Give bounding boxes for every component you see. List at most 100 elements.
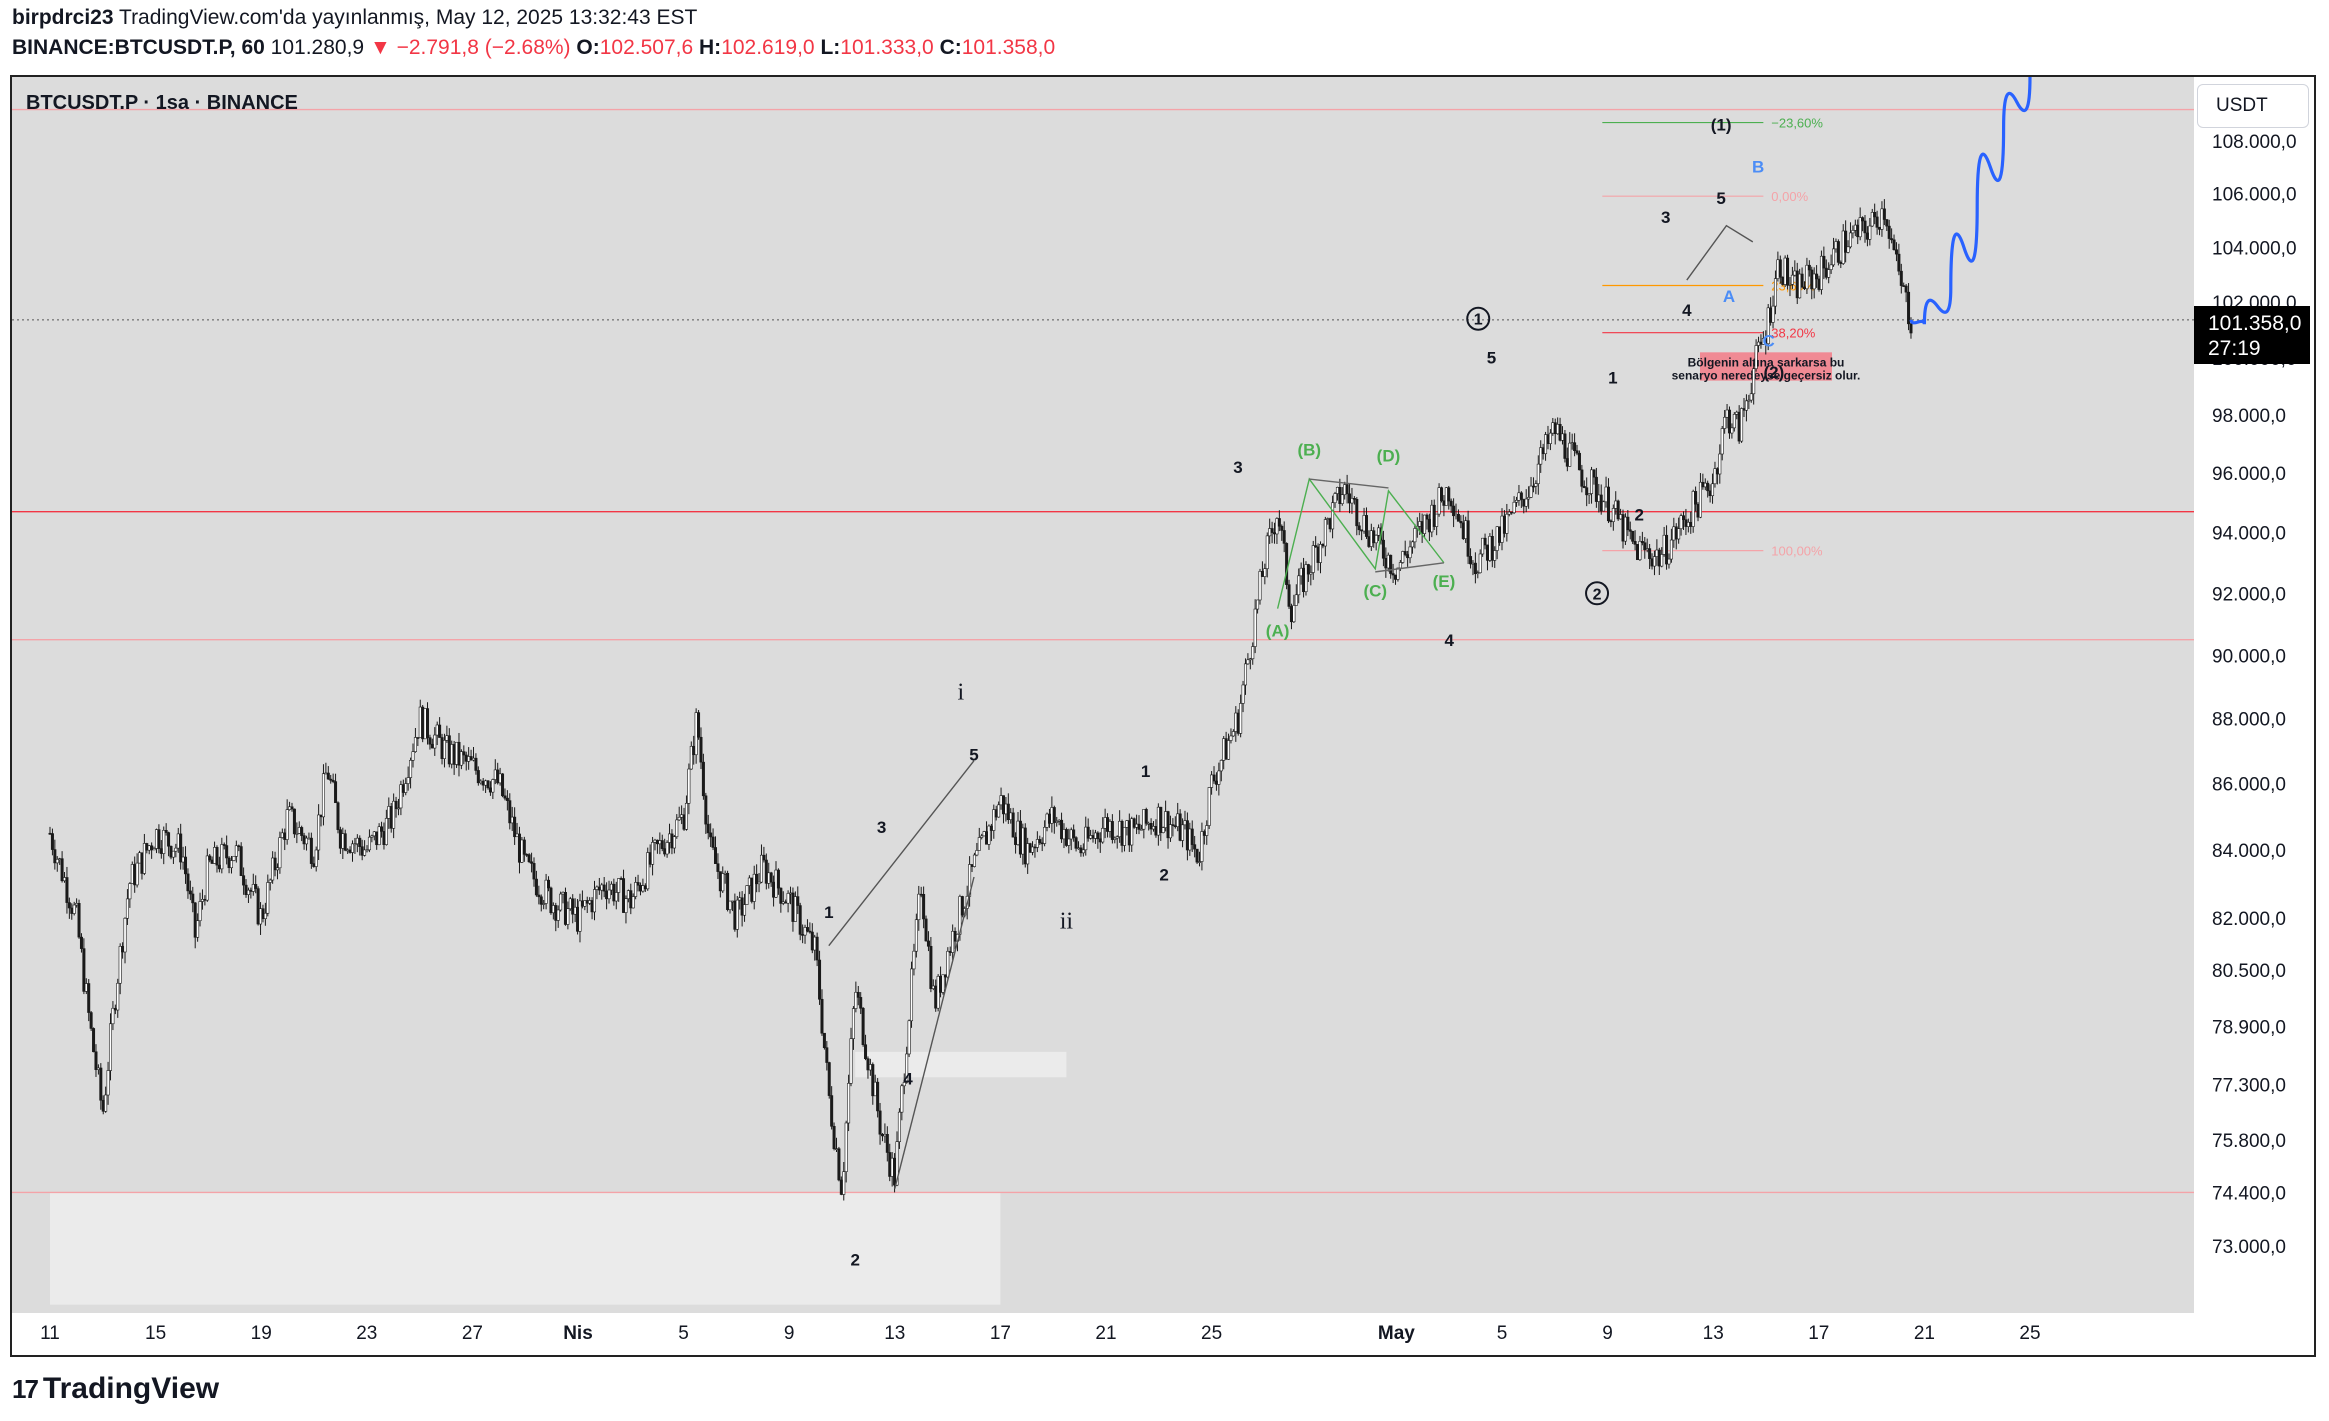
candle-body xyxy=(1396,567,1400,580)
candle-body xyxy=(353,843,357,846)
candle-body xyxy=(1815,273,1819,280)
candle-body xyxy=(1304,564,1308,593)
candle-body xyxy=(851,1008,855,1039)
candle-body xyxy=(825,1047,829,1063)
candle-body xyxy=(1229,735,1233,741)
candle-body xyxy=(1173,825,1177,828)
candle-body xyxy=(1212,774,1216,782)
candle-body xyxy=(348,849,352,853)
candle-body xyxy=(987,825,991,845)
candle-body xyxy=(1667,558,1671,565)
candle-body xyxy=(1885,219,1889,227)
currency-button[interactable]: USDT xyxy=(2197,84,2309,128)
candle-body xyxy=(1594,476,1598,502)
candle-body xyxy=(230,860,234,869)
x-axis-tick-label: 21 xyxy=(1095,1323,1116,1344)
y-axis-tick-label: 86.000,0 xyxy=(2212,775,2286,796)
candle-body xyxy=(1093,832,1097,839)
candle-body xyxy=(871,1064,875,1097)
candle-body xyxy=(1001,795,1005,815)
candle-body xyxy=(162,830,166,854)
candle-body xyxy=(643,885,647,890)
candle-body xyxy=(1364,515,1368,537)
candle-body xyxy=(82,948,86,992)
candle-body xyxy=(1832,248,1836,266)
candle-body xyxy=(970,864,974,867)
candle-body xyxy=(1340,494,1344,504)
x-axis-tick-label: Nis xyxy=(563,1323,593,1344)
candle-body xyxy=(455,741,459,765)
y-axis-tick-label: 75.800,0 xyxy=(2212,1131,2286,1152)
candle-body xyxy=(1577,452,1581,471)
candle-body xyxy=(723,872,727,875)
candle-body xyxy=(1619,514,1623,520)
candle-body xyxy=(1749,393,1753,401)
candle-body xyxy=(924,918,928,942)
candle-body xyxy=(1790,274,1794,285)
candle-body xyxy=(273,857,277,871)
candle-body xyxy=(934,985,938,1009)
candle-body xyxy=(1246,659,1250,665)
candle-body xyxy=(409,760,413,778)
candle-body xyxy=(1873,212,1877,218)
candle-body xyxy=(1021,827,1025,855)
candle-body xyxy=(687,768,691,804)
candle-body xyxy=(442,740,446,759)
candle-body xyxy=(735,899,739,930)
candle-body xyxy=(1055,821,1059,823)
candle-body xyxy=(774,869,778,898)
candle-body xyxy=(525,854,529,856)
candle-body xyxy=(1222,738,1226,761)
candle-body xyxy=(1621,514,1625,542)
candle-body xyxy=(1524,498,1528,507)
candle-body xyxy=(1628,529,1632,532)
candle-body xyxy=(1706,482,1710,492)
candle-body xyxy=(1643,542,1647,551)
candle-body xyxy=(191,893,195,904)
candle-body xyxy=(566,908,570,925)
candle-body xyxy=(1599,494,1603,512)
candle-body xyxy=(1648,548,1652,560)
candle-body xyxy=(285,809,289,840)
candle-body xyxy=(128,883,132,900)
candle-body xyxy=(1101,827,1105,843)
candle-body xyxy=(1321,544,1325,547)
candle-body xyxy=(389,806,393,829)
candle-body xyxy=(1350,498,1354,504)
candle-body xyxy=(1839,262,1843,264)
time-axis-background xyxy=(12,1313,2314,1355)
candle-body xyxy=(426,708,430,738)
candle-body xyxy=(1299,567,1303,577)
candle-body xyxy=(597,886,601,891)
candle-body xyxy=(1841,230,1845,264)
candle-body xyxy=(1033,846,1037,849)
x-axis-tick-label: 5 xyxy=(678,1323,689,1344)
candle-body xyxy=(1333,493,1337,504)
candle-body xyxy=(109,1023,113,1071)
candle-body xyxy=(1014,836,1018,845)
candle-body xyxy=(65,877,69,903)
candle-body xyxy=(677,816,681,821)
candle-body xyxy=(462,751,466,756)
candle-body xyxy=(1430,504,1434,533)
candle-body xyxy=(1684,519,1688,527)
candle-body xyxy=(1219,760,1223,772)
candle-body xyxy=(527,854,531,863)
candle-body xyxy=(486,780,490,789)
candle-body xyxy=(936,975,940,1009)
price-chart[interactable]: Bölgenin altına sarkarsa bu senaryo nered… xyxy=(12,77,2314,1355)
candle-body xyxy=(982,831,986,837)
candle-body xyxy=(1268,528,1272,537)
candle-body xyxy=(152,848,156,851)
candle-body xyxy=(684,802,688,830)
candle-body xyxy=(755,873,759,885)
candle-body xyxy=(1314,545,1318,548)
y-axis-tick-label: 104.000,0 xyxy=(2212,238,2297,259)
candle-body xyxy=(1360,529,1364,532)
wave-label: (B) xyxy=(1297,441,1321,460)
candle-body xyxy=(515,833,519,838)
author-name[interactable]: birpdrci23 xyxy=(12,6,114,29)
footer-brand[interactable]: 17 TradingView xyxy=(12,1372,219,1406)
candle-body xyxy=(1064,829,1068,846)
candle-body xyxy=(614,892,618,902)
